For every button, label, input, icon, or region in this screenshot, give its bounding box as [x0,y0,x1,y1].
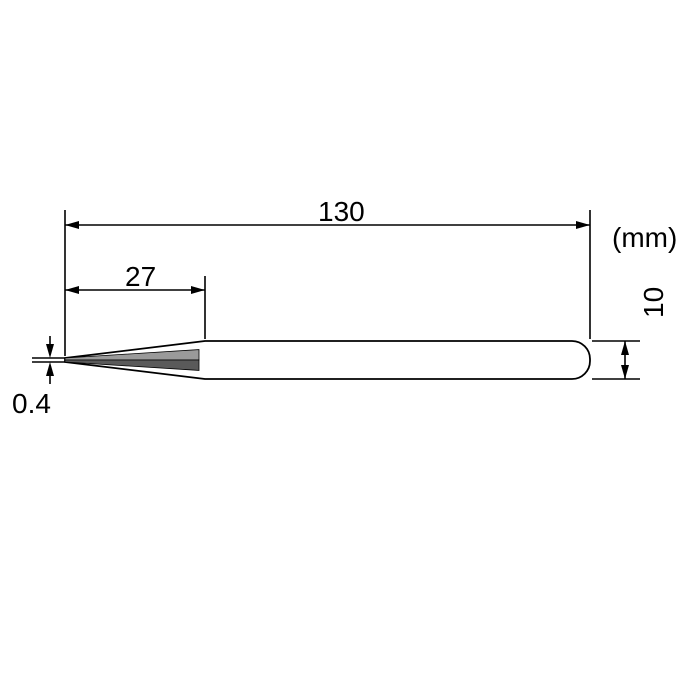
label-tip-width: 0.4 [12,388,51,420]
label-body-width: 10 [638,287,670,318]
drawing-svg [0,0,700,700]
units-label: (mm) [612,222,677,254]
drawing-canvas: 130 27 10 0.4 (mm) [0,0,700,700]
label-overall-length: 130 [318,196,365,228]
label-tip-length: 27 [125,261,156,293]
